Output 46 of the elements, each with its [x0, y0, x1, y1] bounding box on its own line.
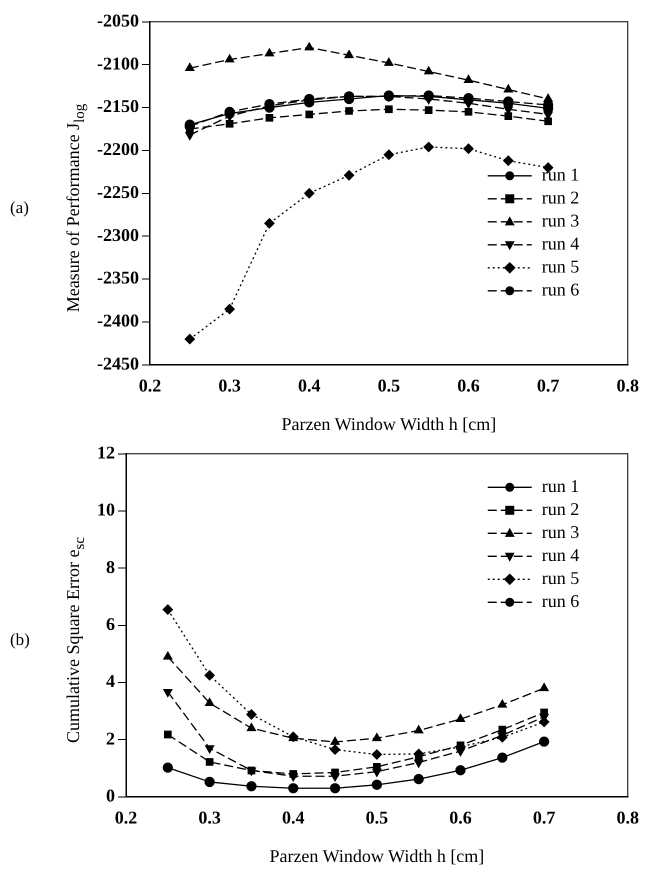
y-tick-label: -2150: [96, 96, 139, 116]
y-tick-label: 4: [106, 671, 115, 692]
legend-label: run 3: [542, 522, 580, 542]
legend-label: run 2: [542, 188, 580, 208]
text: (b): [10, 630, 30, 650]
x-tick-label: 0.3: [218, 375, 241, 396]
x-tick-label: 0.6: [449, 807, 472, 828]
text: (a): [10, 198, 29, 218]
y-tick-label: -2100: [96, 53, 139, 74]
x-tick-label: 0.8: [616, 807, 639, 828]
legend-label: run 2: [542, 499, 580, 520]
y-tick-label: -2200: [96, 139, 139, 160]
legend-label: run 5: [542, 568, 580, 588]
x-tick-label: 0.6: [457, 375, 480, 396]
y-tick-label: 2: [106, 728, 115, 748]
x-tick-label: 0.7: [536, 375, 560, 396]
x-tick-label: 0.4: [282, 807, 304, 828]
y-tick-label: 6: [106, 614, 115, 634]
y-tick-label: -2250: [96, 182, 139, 202]
y-tick-label: -2450: [96, 353, 139, 374]
x-tick-label: 0.5: [378, 375, 400, 396]
y-tick-label: 10: [97, 500, 115, 520]
x-tick-label: 0.4: [298, 375, 320, 396]
legend-label: run 6: [542, 591, 580, 612]
legend-label: run 4: [542, 545, 580, 566]
legend-label: run 1: [542, 476, 580, 496]
x-axis-title: Parzen Window Width h [cm]: [269, 846, 484, 866]
y-tick-label: -2300: [96, 224, 139, 245]
legend-label: run 1: [542, 164, 580, 185]
legend-label: run 3: [542, 210, 580, 231]
x-tick-label: 0.7: [532, 807, 556, 828]
x-tick-label: 0.8: [616, 375, 639, 396]
y-tick-label: 8: [106, 556, 115, 577]
x-axis-title: Parzen Window Width h [cm]: [281, 414, 496, 434]
x-tick-label: 0.3: [198, 807, 221, 828]
y-tick-label: -2350: [96, 268, 139, 288]
x-tick-label: 0.5: [366, 807, 388, 828]
y-tick-label: -2050: [96, 10, 139, 30]
y-tick-label: -2400: [96, 310, 139, 331]
legend-label: run 5: [542, 256, 580, 277]
x-tick-label: 0.2: [114, 807, 138, 828]
x-tick-label: 0.2: [138, 375, 162, 396]
y-tick-label: 12: [97, 442, 115, 462]
y-tick-label: 0: [106, 785, 115, 806]
legend-label: run 6: [542, 280, 580, 300]
legend-label: run 4: [542, 234, 580, 254]
